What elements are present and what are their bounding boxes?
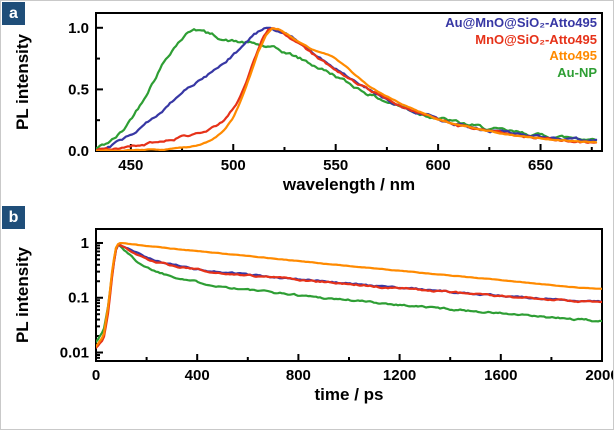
panel-b-ylabel: PL intensity [13, 246, 32, 344]
legend-item-au-np: Au-NP [557, 64, 597, 80]
series-line-orange [96, 27, 598, 151]
series [96, 241, 602, 349]
axes: 450 500 550 600 650 0.0 0.5 1.0 [68, 12, 603, 174]
series [96, 26, 598, 151]
x-tick-label: 500 [221, 157, 246, 174]
series-line-green [96, 243, 602, 343]
x-tick-label: 550 [323, 157, 348, 174]
y-tick-label: 0.5 [68, 81, 89, 98]
legend-item-mno-sio2-atto495: MnO@SiO₂-Atto495 [475, 31, 597, 47]
y-tick-label: 0.01 [60, 345, 89, 362]
series-line-blue [96, 243, 602, 348]
x-tick-label: 450 [118, 157, 143, 174]
x-tick-label: 1600 [484, 367, 517, 384]
x-tick-label: 600 [426, 157, 451, 174]
x-tick-label: 650 [528, 157, 553, 174]
series-line-orange [96, 241, 602, 348]
panel-b-xlabel: time / ps [314, 385, 384, 404]
legend: Au@MnO@SiO₂-Atto495 MnO@SiO₂-Atto495 Att… [445, 15, 597, 81]
panel-a-chart: 450 500 550 600 650 0.0 0.5 1.0 [68, 12, 603, 174]
y-tick-label: 0.1 [68, 290, 89, 307]
y-tick-label: 1 [81, 235, 89, 252]
x-tick-label: 0 [92, 367, 100, 384]
x-tick-label: 400 [185, 367, 210, 384]
panel-a-tag: a [2, 2, 25, 25]
y-tick-label: 1.0 [68, 20, 89, 37]
panel-b-tag: b [2, 206, 25, 229]
series-line-green [96, 28, 598, 150]
x-tick-label: 800 [286, 367, 311, 384]
panel-a-xlabel: wavelength / nm [282, 175, 416, 194]
legend-item-atto495: Atto495 [549, 48, 597, 63]
series-line-red [96, 243, 602, 349]
legend-item-au-mno-sio2-atto495: Au@MnO@SiO₂-Atto495 [445, 15, 597, 30]
y-tick-label: 0.0 [68, 143, 89, 160]
x-tick-label: 1200 [383, 367, 416, 384]
